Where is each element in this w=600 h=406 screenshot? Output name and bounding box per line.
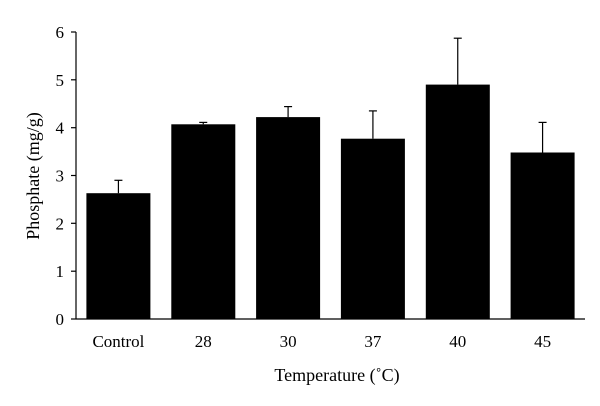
x-axis-title: Temperature (˚C) (274, 365, 399, 386)
x-tick-label: Control (92, 332, 144, 351)
bar-control (86, 193, 151, 319)
y-tick-label: 2 (56, 214, 65, 233)
x-tick-label: 45 (534, 332, 551, 351)
bar-37 (340, 138, 405, 319)
y-tick-label: 6 (56, 23, 65, 42)
y-tick-label: 5 (56, 71, 65, 90)
y-tick-label: 3 (56, 167, 65, 186)
y-tick-label: 4 (56, 119, 65, 138)
x-tick-label: 28 (195, 332, 212, 351)
bars-group (86, 84, 575, 319)
y-tick-label: 1 (56, 262, 65, 281)
x-tick-label: 37 (364, 332, 382, 351)
x-tick-label: 40 (449, 332, 466, 351)
bar-28 (171, 124, 236, 319)
x-tick-label: 30 (280, 332, 297, 351)
y-tick-label: 0 (56, 310, 65, 329)
bar-45 (510, 152, 575, 319)
y-axis-title: Phosphate (mg/g) (23, 112, 44, 240)
axes-group (75, 32, 585, 320)
error-bars-group (114, 37, 547, 194)
bar-30 (256, 117, 321, 319)
bar-40 (425, 84, 490, 319)
